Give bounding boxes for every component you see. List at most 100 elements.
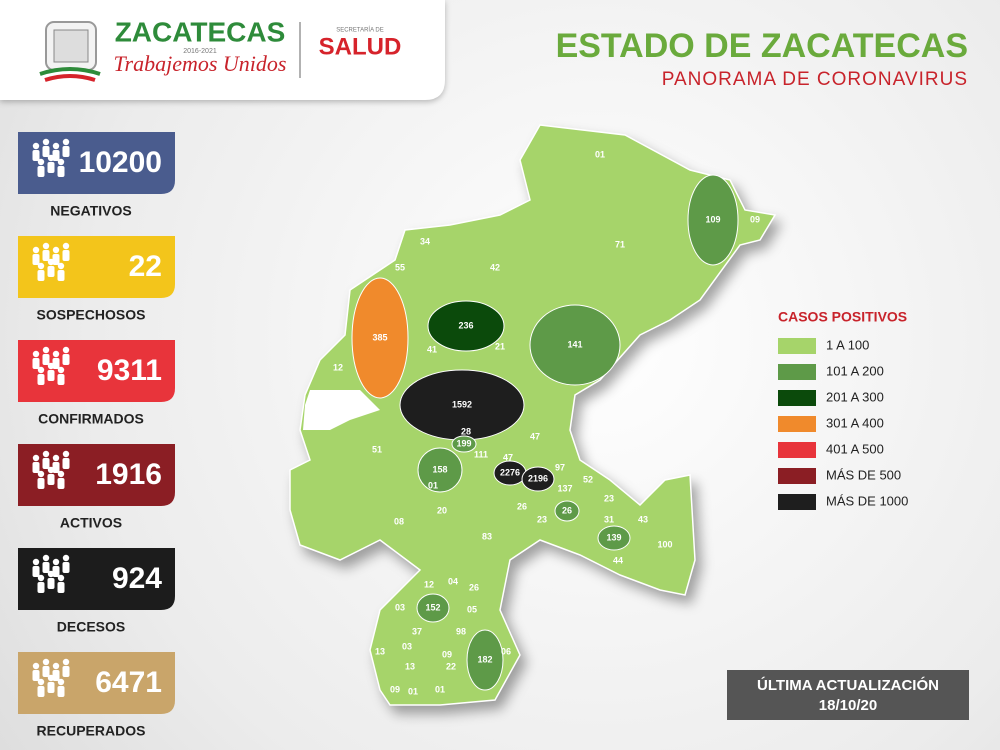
region-value: 31 xyxy=(604,514,614,524)
region-value: 199 xyxy=(456,438,471,448)
person-head xyxy=(57,574,65,582)
person-body xyxy=(52,358,60,369)
person-head xyxy=(52,662,60,670)
stat-label: RECUPERADOS xyxy=(37,723,146,739)
region-value: 141 xyxy=(567,339,582,349)
region-value: 01 xyxy=(428,480,438,490)
region-value: 137 xyxy=(557,483,572,493)
region-value: 2196 xyxy=(528,473,548,483)
legend-swatch xyxy=(778,416,816,432)
region-value: 12 xyxy=(333,362,343,372)
person-head xyxy=(62,138,70,146)
person-head xyxy=(32,246,40,254)
region-value: 71 xyxy=(615,239,625,249)
region-value: 41 xyxy=(427,344,437,354)
region-value: 13 xyxy=(375,646,385,656)
person-head xyxy=(42,658,50,666)
region-shape xyxy=(687,174,739,266)
region-value: 55 xyxy=(395,262,405,272)
stat-value: 10200 xyxy=(79,146,162,179)
stat-label: DECESOS xyxy=(57,619,125,635)
region-value: 47 xyxy=(503,452,513,462)
legend-swatch xyxy=(778,442,816,458)
person-head xyxy=(47,466,55,474)
person-head xyxy=(32,350,40,358)
region-value: 111 xyxy=(474,449,488,459)
region-value: 20 xyxy=(437,505,447,515)
region-value: 236 xyxy=(458,320,473,330)
person-head xyxy=(37,366,45,374)
person-body xyxy=(32,358,40,369)
person-body xyxy=(37,478,45,489)
region-shape xyxy=(427,300,505,352)
people-icon xyxy=(32,346,70,385)
region-value: 109 xyxy=(705,214,720,224)
person-body xyxy=(47,578,55,589)
people-icon xyxy=(32,554,70,593)
region-value: 47 xyxy=(530,431,540,441)
legend-swatch xyxy=(778,468,816,484)
person-body xyxy=(47,266,55,277)
person-body xyxy=(52,254,60,265)
person-body xyxy=(62,458,70,469)
person-head xyxy=(47,362,55,370)
update-date: 18/10/20 xyxy=(819,697,877,714)
person-head xyxy=(42,138,50,146)
person-head xyxy=(32,662,40,670)
region-value: 385 xyxy=(372,332,387,342)
person-body xyxy=(47,370,55,381)
map-regions xyxy=(351,174,739,691)
region-shape xyxy=(416,593,450,623)
slogan: Trabajemos Unidos xyxy=(114,51,287,76)
person-body xyxy=(57,478,65,489)
person-head xyxy=(37,574,45,582)
map-labels: 01 109 09 71 34 55 42 385 236 141 41 21 12 1592 51 28 19… xyxy=(333,149,760,696)
region-value: 23 xyxy=(604,493,614,503)
header-panel xyxy=(0,0,445,100)
person-body xyxy=(62,146,70,157)
stat-value: 9311 xyxy=(97,354,162,387)
legend-label: 1 A 100 xyxy=(826,337,869,352)
region-value: 100 xyxy=(657,539,672,549)
person-body xyxy=(62,250,70,261)
person-body xyxy=(37,686,45,697)
region-value: 21 xyxy=(495,341,505,351)
brand: ZACATECAS xyxy=(115,16,286,47)
region-value: 09 xyxy=(442,649,452,659)
legend-label: 401 A 500 xyxy=(826,441,884,456)
people-icon xyxy=(32,658,70,697)
person-head xyxy=(52,350,60,358)
legend-title: CASOS POSITIVOS xyxy=(778,309,907,325)
person-body xyxy=(57,270,65,281)
person-head xyxy=(37,158,45,166)
person-body xyxy=(37,582,45,593)
region-value: 34 xyxy=(420,236,430,246)
region-value: 52 xyxy=(583,474,593,484)
stat-label: ACTIVOS xyxy=(60,515,122,531)
person-head xyxy=(47,674,55,682)
stat-value: 6471 xyxy=(95,666,162,699)
region-value: 98 xyxy=(456,626,466,636)
subtitle: PANORAMA DE CORONAVIRUS xyxy=(662,69,968,90)
legend-swatch xyxy=(778,390,816,406)
person-body xyxy=(62,354,70,365)
region-value: 26 xyxy=(562,505,572,515)
person-body xyxy=(42,146,50,157)
legend-swatch xyxy=(778,494,816,510)
person-head xyxy=(52,454,60,462)
person-head xyxy=(42,346,50,354)
region-value: 44 xyxy=(613,555,623,565)
legend: CASOS POSITIVOS 1 A 100 101 A 200 201 A 30… xyxy=(778,309,908,510)
people-icon xyxy=(32,450,70,489)
region-value: 97 xyxy=(555,462,565,472)
legend-swatch xyxy=(778,364,816,380)
person-head xyxy=(52,142,60,150)
person-head xyxy=(37,470,45,478)
people-icon xyxy=(32,138,70,177)
person-body xyxy=(47,682,55,693)
stat-label: CONFIRMADOS xyxy=(38,411,144,427)
region-value: 03 xyxy=(395,602,405,612)
person-body xyxy=(42,354,50,365)
region-value: 37 xyxy=(412,626,422,636)
region-value: 28 xyxy=(461,426,471,436)
